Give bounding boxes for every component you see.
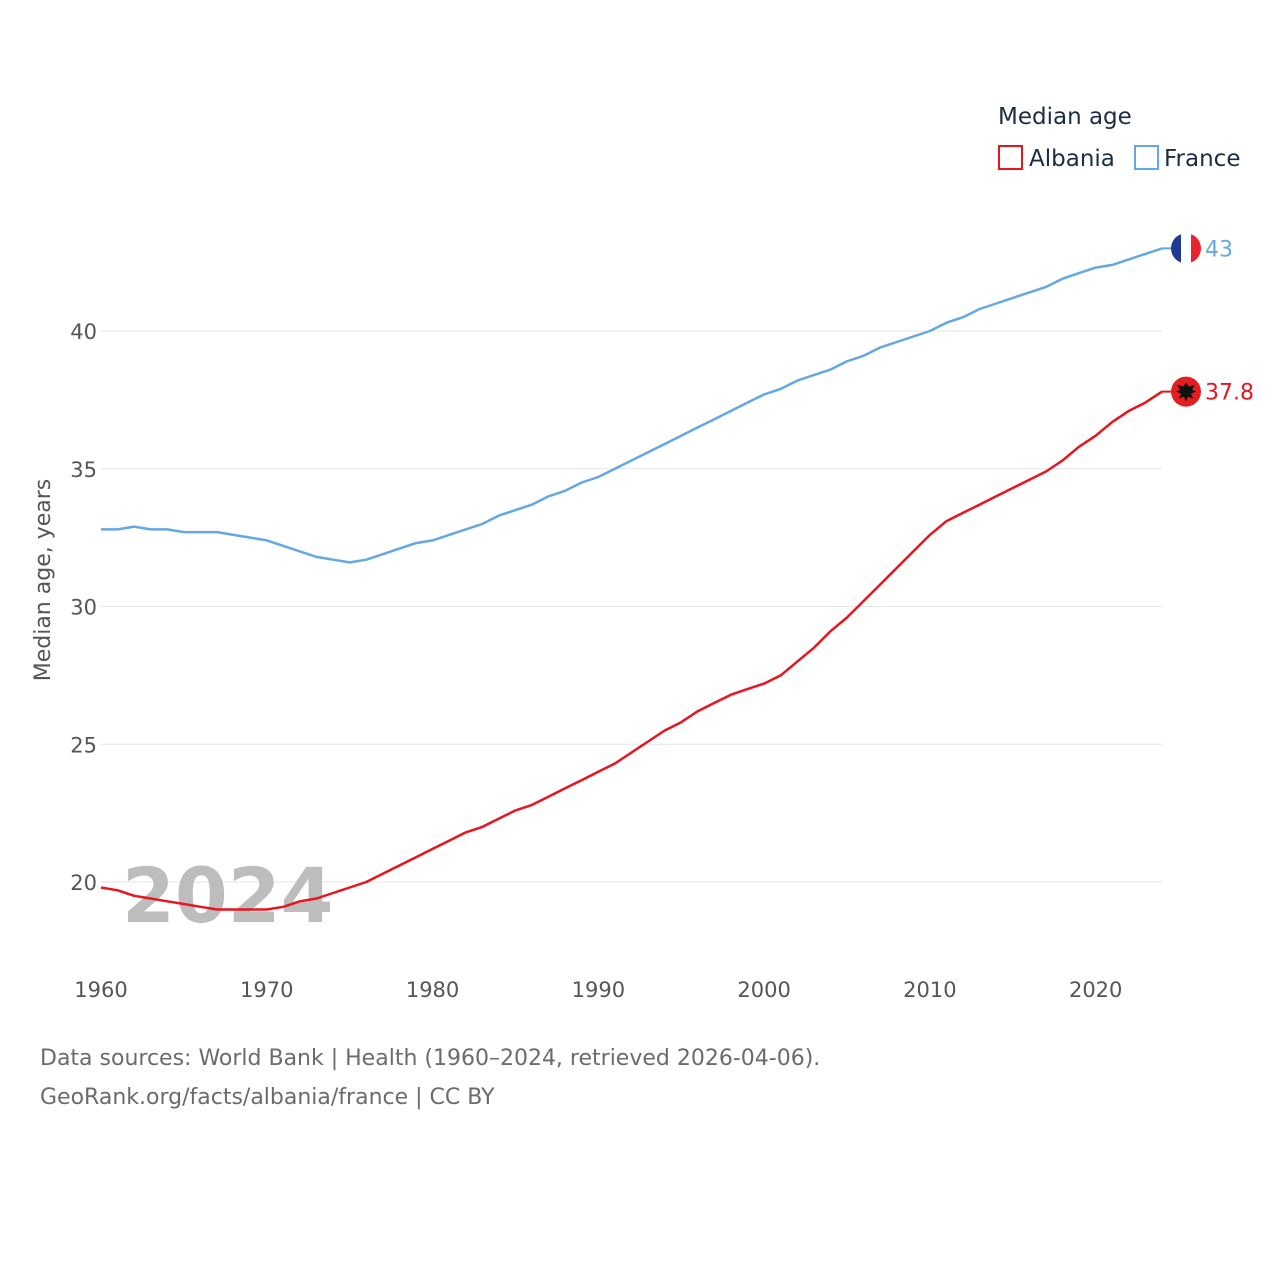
y-tick-label: 40 xyxy=(70,320,97,344)
y-axis-ticks: 20 25 30 35 40 xyxy=(70,320,97,895)
france-flag-icon xyxy=(1171,233,1201,264)
y-axis-title: Median age, years xyxy=(31,479,56,682)
albania-flag-icon xyxy=(1171,376,1201,407)
footer-link[interactable]: GeoRank.org/facts/albania/france | CC BY xyxy=(40,1085,495,1110)
legend-title: Median age xyxy=(998,104,1132,130)
legend-item-france[interactable]: France xyxy=(1134,145,1240,172)
end-value-label-albania: 37.8 xyxy=(1205,381,1254,406)
series-line-france xyxy=(101,247,1163,564)
y-tick-label: 20 xyxy=(70,871,97,895)
series-line-albania xyxy=(100,390,1163,911)
x-tick-label: 2000 xyxy=(737,978,790,1002)
y-tick-label: 35 xyxy=(70,458,97,482)
legend-item-albania[interactable]: Albania xyxy=(998,145,1115,172)
x-tick-label: 1970 xyxy=(240,978,293,1002)
x-tick-label: 1980 xyxy=(406,978,459,1002)
x-axis-ticks: 1960 1970 1980 1990 2000 2010 2020 xyxy=(74,978,1122,1002)
y-tick-label: 30 xyxy=(70,596,97,620)
grid-lines xyxy=(101,330,1162,883)
legend-swatch-albania xyxy=(998,145,1023,170)
y-tick-label: 25 xyxy=(70,733,97,757)
series-end-markers: 37.8 43 xyxy=(1162,233,1254,407)
end-value-label-france: 43 xyxy=(1205,237,1233,262)
legend-swatch-france xyxy=(1134,145,1159,170)
x-tick-label: 1990 xyxy=(572,978,625,1002)
series-lines xyxy=(100,247,1163,911)
x-tick-label: 1960 xyxy=(74,978,127,1002)
footer-data-sources: Data sources: World Bank | Health (1960–… xyxy=(40,1046,821,1071)
flag-band-white xyxy=(1181,233,1191,264)
double-headed-eagle-icon xyxy=(1176,382,1196,402)
flag-band-red xyxy=(1191,233,1201,264)
x-tick-label: 2010 xyxy=(903,978,956,1002)
flag-band-blue xyxy=(1171,233,1181,264)
legend-label-france: France xyxy=(1164,146,1240,172)
x-tick-label: 2020 xyxy=(1069,978,1122,1002)
year-watermark: 2024 xyxy=(122,851,334,940)
legend-label-albania: Albania xyxy=(1029,146,1115,172)
